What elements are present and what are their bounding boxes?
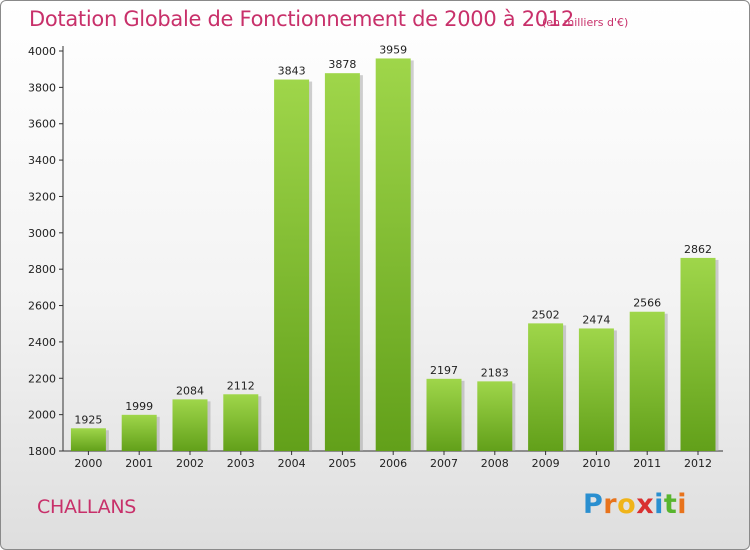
- y-tick-label: 3800: [28, 81, 56, 94]
- y-tick-label: 2200: [28, 372, 56, 385]
- x-tick-label: 2002: [176, 457, 204, 470]
- bar-2003: [223, 394, 259, 451]
- bar-value-label: 2112: [227, 379, 255, 392]
- commune-name: CHALLANS: [37, 496, 137, 518]
- bar-value-label: 2474: [582, 313, 610, 326]
- bar-2010: [578, 328, 614, 451]
- logo-letter: i: [677, 489, 688, 520]
- bar-2011: [629, 311, 665, 451]
- y-tick-label: 2800: [28, 263, 56, 276]
- bar-value-label: 1925: [74, 413, 102, 426]
- bar-value-label: 3843: [278, 65, 306, 78]
- chart-bars: [70, 58, 719, 452]
- x-tick-label: 2003: [227, 457, 255, 470]
- y-tick-label: 4000: [28, 45, 56, 58]
- logo-letter: t: [663, 489, 678, 520]
- proxiti-logo: Proxiti: [583, 489, 687, 520]
- x-tick-label: 2012: [684, 457, 712, 470]
- logo-letter: x: [636, 489, 655, 520]
- bar-value-label: 2566: [633, 297, 661, 310]
- x-tick-label: 2007: [430, 457, 458, 470]
- bar-value-label: 2862: [684, 243, 712, 256]
- y-tick-label: 3200: [28, 190, 56, 203]
- x-tick-label: 2001: [125, 457, 153, 470]
- bar-value-label: 2084: [176, 384, 204, 397]
- chart-labels: 1800 2000 2200 2400 2600 2800 3000 3200 3400 3600…: [28, 43, 712, 470]
- bar-value-label: 3959: [379, 43, 407, 56]
- x-tick-label: 2011: [633, 457, 661, 470]
- logo-letter: i: [654, 489, 664, 520]
- bar-2002: [172, 399, 208, 451]
- y-tick-label: 2400: [28, 336, 56, 349]
- y-tick-label: 1800: [28, 445, 56, 458]
- bar-2005: [324, 73, 360, 451]
- logo-letter: r: [603, 489, 618, 520]
- logo-letter: P: [583, 489, 604, 520]
- y-tick-label: 3400: [28, 154, 56, 167]
- bar-2000: [70, 428, 106, 451]
- chart-unit-label: (en milliers d'€): [542, 16, 629, 29]
- bar-value-label: 3878: [328, 58, 356, 71]
- bar-value-label: 2502: [532, 308, 560, 321]
- y-tick-label: 2600: [28, 300, 56, 313]
- x-tick-label: 2008: [481, 457, 509, 470]
- x-tick-label: 2006: [379, 457, 407, 470]
- bar-2001: [121, 414, 157, 451]
- logo-letter: o: [617, 489, 637, 520]
- bar-2007: [426, 378, 462, 451]
- bar-value-label: 2197: [430, 364, 458, 377]
- x-tick-label: 2009: [532, 457, 560, 470]
- bar-2009: [528, 323, 564, 451]
- bar-2008: [477, 381, 513, 451]
- chart-title: Dotation Globale de Fonctionnement de 20…: [29, 7, 574, 31]
- bar-2004: [274, 79, 310, 451]
- y-tick-label: 3000: [28, 227, 56, 240]
- bar-value-label: 2183: [481, 366, 509, 379]
- x-tick-label: 2000: [74, 457, 102, 470]
- x-tick-label: 2005: [328, 457, 356, 470]
- x-tick-label: 2010: [582, 457, 610, 470]
- bar-2012: [680, 257, 716, 451]
- bar-2006: [375, 58, 411, 452]
- y-tick-label: 3600: [28, 118, 56, 131]
- bar-value-label: 1999: [125, 400, 153, 413]
- y-tick-label: 2000: [28, 409, 56, 422]
- x-tick-label: 2004: [278, 457, 306, 470]
